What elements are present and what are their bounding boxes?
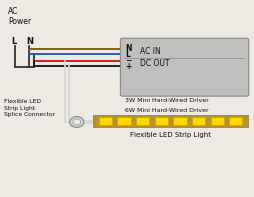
Circle shape: [69, 116, 84, 127]
Bar: [210, 117, 223, 125]
Text: Flexible LED Strip Light: Flexible LED Strip Light: [130, 132, 210, 138]
Text: AC
Power: AC Power: [8, 7, 31, 26]
Text: N: N: [26, 37, 33, 46]
Bar: [93, 115, 247, 127]
Text: +: +: [125, 62, 131, 71]
Bar: [154, 117, 167, 125]
Bar: [191, 117, 204, 125]
Bar: [228, 117, 242, 125]
Text: 6W Mini Hard-Wired Driver: 6W Mini Hard-Wired Driver: [124, 108, 208, 113]
Circle shape: [73, 119, 80, 125]
Text: 10W Mini Hard-Wired Driver: 10W Mini Hard-Wired Driver: [124, 117, 212, 122]
Bar: [135, 117, 149, 125]
Text: L: L: [11, 37, 16, 46]
Text: N: N: [125, 44, 132, 53]
Bar: [173, 117, 186, 125]
Text: 3W Mini Hard-Wired Driver: 3W Mini Hard-Wired Driver: [124, 98, 208, 103]
Text: Flexible LED
Strip Light
Splice Connector: Flexible LED Strip Light Splice Connecto…: [5, 99, 55, 117]
Text: −: −: [125, 56, 131, 65]
Bar: [117, 117, 130, 125]
Text: L: L: [125, 50, 130, 59]
Bar: [98, 117, 112, 125]
Text: DC OUT: DC OUT: [140, 59, 169, 68]
Text: AC IN: AC IN: [140, 47, 160, 56]
FancyBboxPatch shape: [120, 38, 248, 96]
